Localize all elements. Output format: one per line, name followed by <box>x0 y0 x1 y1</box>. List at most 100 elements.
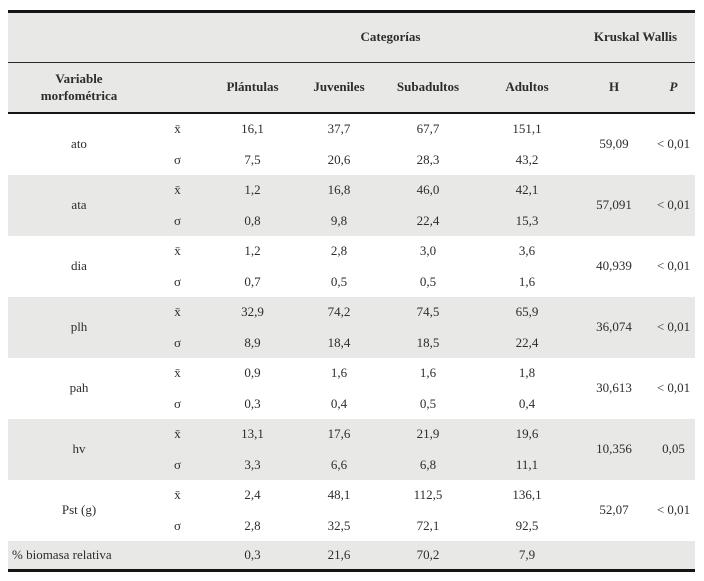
mean-symbol: x̄ <box>150 297 205 328</box>
mean-value: 151,1 <box>512 121 542 137</box>
mean-value: 2,4 <box>244 487 261 503</box>
sd-symbol: σ <box>150 450 205 480</box>
mean-value: 1,8 <box>518 365 536 381</box>
p-value: < 0,01 <box>656 258 691 274</box>
mean-symbol: x̄ <box>150 175 205 206</box>
table-row-ata-sd: σ 0,8 9,8 22,4 15,3 <box>8 206 695 236</box>
h-value: 40,939 <box>596 258 632 274</box>
mean-value: 136,1 <box>512 487 542 503</box>
p-value: < 0,01 <box>656 380 691 396</box>
variable-label: plh <box>8 297 150 358</box>
sd-value: 22,4 <box>378 206 478 236</box>
mean-value: 65,9 <box>478 297 576 328</box>
table-row-dia-sd: σ 0,7 0,5 0,5 1,6 <box>8 267 695 297</box>
biomasa-label: % biomasa relativa <box>8 541 205 571</box>
mean-symbol: x̄ <box>174 365 181 381</box>
p-value: < 0,01 <box>652 297 695 358</box>
sd-value: 0,8 <box>205 206 300 236</box>
h-value: 10,356 <box>576 419 652 480</box>
table-row-hv-mean: hv x̄ 13,1 17,6 21,9 19,6 10,356 0,05 <box>8 419 695 480</box>
sd-value: 0,5 <box>419 395 437 411</box>
sd-value: 0,4 <box>518 395 536 411</box>
col-header-adultos: Adultos <box>478 62 576 114</box>
mean-value: 48,1 <box>327 487 351 503</box>
morphometric-stats-table: Categorías Kruskal Wallis Variable morfo… <box>8 10 695 572</box>
sd-value: 11,1 <box>478 450 576 480</box>
variable-label: hv <box>8 419 150 480</box>
h-value: 57,091 <box>576 175 652 236</box>
table-row-plh-sd: σ 8,9 18,4 18,5 22,4 <box>8 328 695 358</box>
col-header-subadultos: Subadultos <box>378 62 478 114</box>
table-row-ato-sd: σ 7,5 20,6 28,3 43,2 <box>8 145 695 175</box>
stat-column-header <box>150 62 205 114</box>
sd-value: 7,5 <box>244 151 261 167</box>
variable-label: dia <box>71 258 87 274</box>
mean-symbol: x̄ <box>174 243 181 259</box>
mean-value: 32,9 <box>205 297 300 328</box>
mean-value: 3,6 <box>518 243 536 259</box>
table-row-plh-mean: plh x̄ 32,9 74,2 74,5 65,9 36,074 < 0,01 <box>8 297 695 358</box>
variable-column-label: Variable morfométrica <box>40 71 118 103</box>
biomasa-spacer <box>576 541 695 571</box>
sd-value: 28,3 <box>416 151 440 167</box>
col-header-h: H <box>576 62 652 114</box>
table-row-ato-mean: ato x̄ 16,1 37,7 67,7 151,1 59,09 < 0,01 <box>8 113 695 151</box>
sd-value: 3,3 <box>205 450 300 480</box>
table-row-pst-mean: Pst (g) x̄ 2,4 48,1 112,5 136,1 52,07 < … <box>8 480 695 517</box>
sd-value: 18,5 <box>378 328 478 358</box>
h-value: 36,074 <box>576 297 652 358</box>
sd-value: 8,9 <box>205 328 300 358</box>
mean-value: 46,0 <box>378 175 478 206</box>
mean-value: 74,2 <box>300 297 378 328</box>
mean-value: 3,0 <box>419 243 437 259</box>
sd-symbol: σ <box>173 517 181 533</box>
h-value: 30,613 <box>596 380 632 396</box>
sd-value: 1,6 <box>518 273 536 289</box>
mean-value: 67,7 <box>416 121 440 137</box>
biomasa-value: 0,3 <box>205 541 300 571</box>
sd-value: 0,4 <box>330 395 348 411</box>
sd-value: 20,6 <box>327 151 351 167</box>
sd-value: 43,2 <box>515 151 539 167</box>
sd-value: 6,8 <box>378 450 478 480</box>
p-value: < 0,01 <box>652 175 695 236</box>
header-spacer <box>8 11 205 63</box>
table-row-pah-mean: pah x̄ 0,9 1,6 1,6 1,8 30,613 < 0,01 <box>8 358 695 395</box>
sd-value: 0,5 <box>330 273 348 289</box>
mean-value: 21,9 <box>378 419 478 450</box>
mean-value: 2,8 <box>330 243 348 259</box>
sd-value: 0,3 <box>244 395 261 411</box>
mean-symbol: x̄ <box>150 419 205 450</box>
p-value: 0,05 <box>652 419 695 480</box>
biomasa-value: 7,9 <box>478 541 576 571</box>
variable-label: ata <box>8 175 150 236</box>
p-value: < 0,01 <box>656 502 691 518</box>
mean-value: 1,2 <box>205 175 300 206</box>
sd-value: 15,3 <box>478 206 576 236</box>
categories-header: Categorías <box>205 11 576 63</box>
mean-value: 74,5 <box>378 297 478 328</box>
sd-value: 9,8 <box>300 206 378 236</box>
sd-value: 0,5 <box>419 273 437 289</box>
sd-symbol: σ <box>150 328 205 358</box>
mean-value: 42,1 <box>478 175 576 206</box>
sd-symbol: σ <box>173 273 181 289</box>
variable-label: ato <box>71 136 87 152</box>
table-row-hv-sd: σ 3,3 6,6 6,8 11,1 <box>8 450 695 480</box>
sd-symbol: σ <box>173 151 181 167</box>
table-row-pah-sd: σ 0,3 0,4 0,5 0,4 <box>8 389 695 419</box>
col-header-juveniles: Juveniles <box>300 62 378 114</box>
col-header-p: P <box>652 62 695 114</box>
mean-value: 19,6 <box>478 419 576 450</box>
mean-symbol: x̄ <box>174 121 181 137</box>
table-row-biomasa: % biomasa relativa 0,3 21,6 70,2 7,9 <box>8 541 695 571</box>
biomasa-value: 21,6 <box>300 541 378 571</box>
variable-label: Pst (g) <box>61 502 97 518</box>
mean-value: 16,1 <box>241 121 264 137</box>
header-group-row: Categorías Kruskal Wallis <box>8 11 695 63</box>
table-row-dia-mean: dia x̄ 1,2 2,8 3,0 3,6 40,939 < 0,01 <box>8 236 695 273</box>
mean-value: 1,6 <box>330 365 348 381</box>
sd-value: 18,4 <box>300 328 378 358</box>
mean-value: 1,2 <box>244 243 261 259</box>
sd-value: 2,8 <box>244 517 261 533</box>
